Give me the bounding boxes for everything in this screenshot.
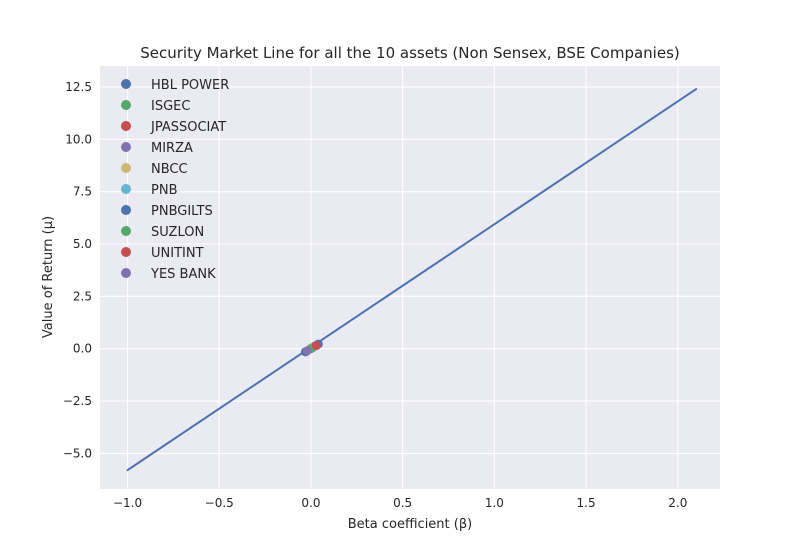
legend-item: HBL POWER <box>121 78 229 93</box>
x-tick-label: −0.5 <box>205 496 234 510</box>
legend-item: SUZLON <box>121 225 204 240</box>
legend-item: ISGEC <box>121 99 190 114</box>
legend-item: YES BANK <box>121 267 216 282</box>
y-tick-label: 2.5 <box>73 289 92 303</box>
x-axis-label: Beta coefficient (β) <box>348 517 472 532</box>
legend-item: PNB <box>121 183 177 198</box>
legend-marker <box>121 79 131 89</box>
legend-label: MIRZA <box>151 141 193 156</box>
legend-label: UNITINT <box>151 246 204 261</box>
legend-marker <box>121 268 131 278</box>
y-tick-label: −5.0 <box>63 446 92 460</box>
data-point <box>302 346 312 356</box>
legend-item: JPASSOCIAT <box>121 120 226 135</box>
legend-marker <box>121 163 131 173</box>
legend-label: JPASSOCIAT <box>150 120 226 135</box>
chart-title: Security Market Line for all the 10 asse… <box>140 44 679 62</box>
y-tick-label: 5.0 <box>73 237 92 251</box>
x-tick-label: 1.5 <box>577 496 596 510</box>
legend-item: UNITINT <box>121 246 204 261</box>
legend-marker <box>121 121 131 131</box>
legend-label: YES BANK <box>150 267 216 282</box>
legend-item: MIRZA <box>121 141 193 156</box>
x-tick-label: 2.0 <box>668 496 687 510</box>
grid-lines <box>100 66 720 489</box>
y-tick-label: 10.0 <box>65 132 92 146</box>
data-points-layer <box>300 339 323 357</box>
legend-label: ISGEC <box>151 99 190 114</box>
sml-line-layer <box>126 88 698 472</box>
security-market-line <box>126 88 698 472</box>
legend-label: NBCC <box>151 162 188 177</box>
legend: HBL POWER ISGEC JPASSOCIAT MIRZA NBCC PNB PNBG… <box>121 78 229 282</box>
legend-label: PNBGILTS <box>151 204 213 219</box>
legend-label: PNB <box>151 183 177 198</box>
legend-marker <box>121 205 131 215</box>
data-point <box>311 341 321 351</box>
x-axis-ticks: −1.0 −0.5 0.0 0.5 1.0 1.5 2.0 <box>113 496 687 510</box>
y-tick-label: 7.5 <box>73 185 92 199</box>
legend-item: NBCC <box>121 162 188 177</box>
x-tick-label: 0.0 <box>301 496 320 510</box>
x-tick-label: 0.5 <box>393 496 412 510</box>
legend-marker <box>121 247 131 257</box>
legend-label: HBL POWER <box>151 78 229 93</box>
legend-item: PNBGILTS <box>121 204 213 219</box>
y-tick-label: −2.5 <box>63 394 92 408</box>
legend-marker <box>121 184 131 194</box>
y-tick-label: 0.0 <box>73 342 92 356</box>
legend-marker <box>121 142 131 152</box>
legend-label: SUZLON <box>151 225 204 240</box>
x-tick-label: 1.0 <box>485 496 504 510</box>
x-tick-label: −1.0 <box>113 496 142 510</box>
y-axis-label: Value of Return (μ) <box>41 216 56 338</box>
y-tick-label: 12.5 <box>65 80 92 94</box>
legend-marker <box>121 100 131 110</box>
legend-marker <box>121 226 131 236</box>
y-axis-ticks: −5.0 −2.5 0.0 2.5 5.0 7.5 10.0 12.5 <box>63 80 92 460</box>
